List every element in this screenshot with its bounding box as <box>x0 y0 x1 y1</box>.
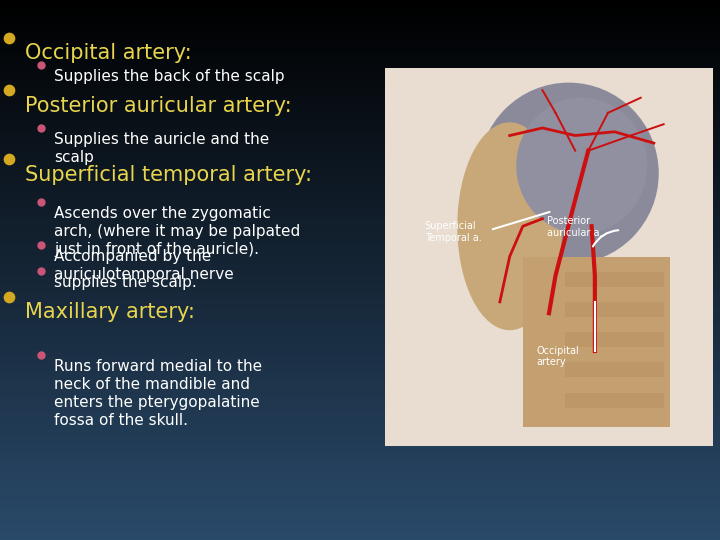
Point <box>4 33 15 42</box>
FancyBboxPatch shape <box>565 332 664 347</box>
Text: Supplies the back of the scalp: Supplies the back of the scalp <box>54 69 284 84</box>
Text: supplies the scalp.: supplies the scalp. <box>54 275 197 291</box>
Text: Superficial temporal artery:: Superficial temporal artery: <box>25 165 312 185</box>
Point <box>4 155 15 164</box>
Ellipse shape <box>479 83 659 264</box>
Text: Accompanied by the
auriculotemporal nerve: Accompanied by the auriculotemporal nerv… <box>54 249 234 282</box>
Point <box>35 267 47 275</box>
Text: Posterior
auricular a.: Posterior auricular a. <box>547 216 603 238</box>
FancyBboxPatch shape <box>565 302 664 317</box>
Point <box>35 60 47 69</box>
Ellipse shape <box>516 98 647 234</box>
Text: Maxillary artery:: Maxillary artery: <box>25 302 195 322</box>
Text: Superficial
Temporal a.: Superficial Temporal a. <box>425 221 482 243</box>
Text: Supplies the auricle and the
scalp: Supplies the auricle and the scalp <box>54 132 269 165</box>
FancyBboxPatch shape <box>385 68 713 446</box>
FancyBboxPatch shape <box>565 362 664 377</box>
FancyBboxPatch shape <box>565 393 664 408</box>
FancyBboxPatch shape <box>523 256 670 427</box>
Point <box>35 198 47 206</box>
Point <box>4 86 15 94</box>
Point <box>35 124 47 132</box>
Text: Runs forward medial to the
neck of the mandible and
enters the pterygopalatine
f: Runs forward medial to the neck of the m… <box>54 359 262 428</box>
Text: Ascends over the zygomatic
arch, (where it may be palpated
just in front of the : Ascends over the zygomatic arch, (where … <box>54 206 300 257</box>
Text: Occipital
artery: Occipital artery <box>536 346 579 367</box>
Text: Occipital artery:: Occipital artery: <box>25 43 192 63</box>
Point <box>4 293 15 301</box>
FancyBboxPatch shape <box>565 272 664 287</box>
Point <box>35 241 47 249</box>
Ellipse shape <box>457 123 562 330</box>
Text: Posterior auricular artery:: Posterior auricular artery: <box>25 96 292 116</box>
Point <box>35 350 47 359</box>
